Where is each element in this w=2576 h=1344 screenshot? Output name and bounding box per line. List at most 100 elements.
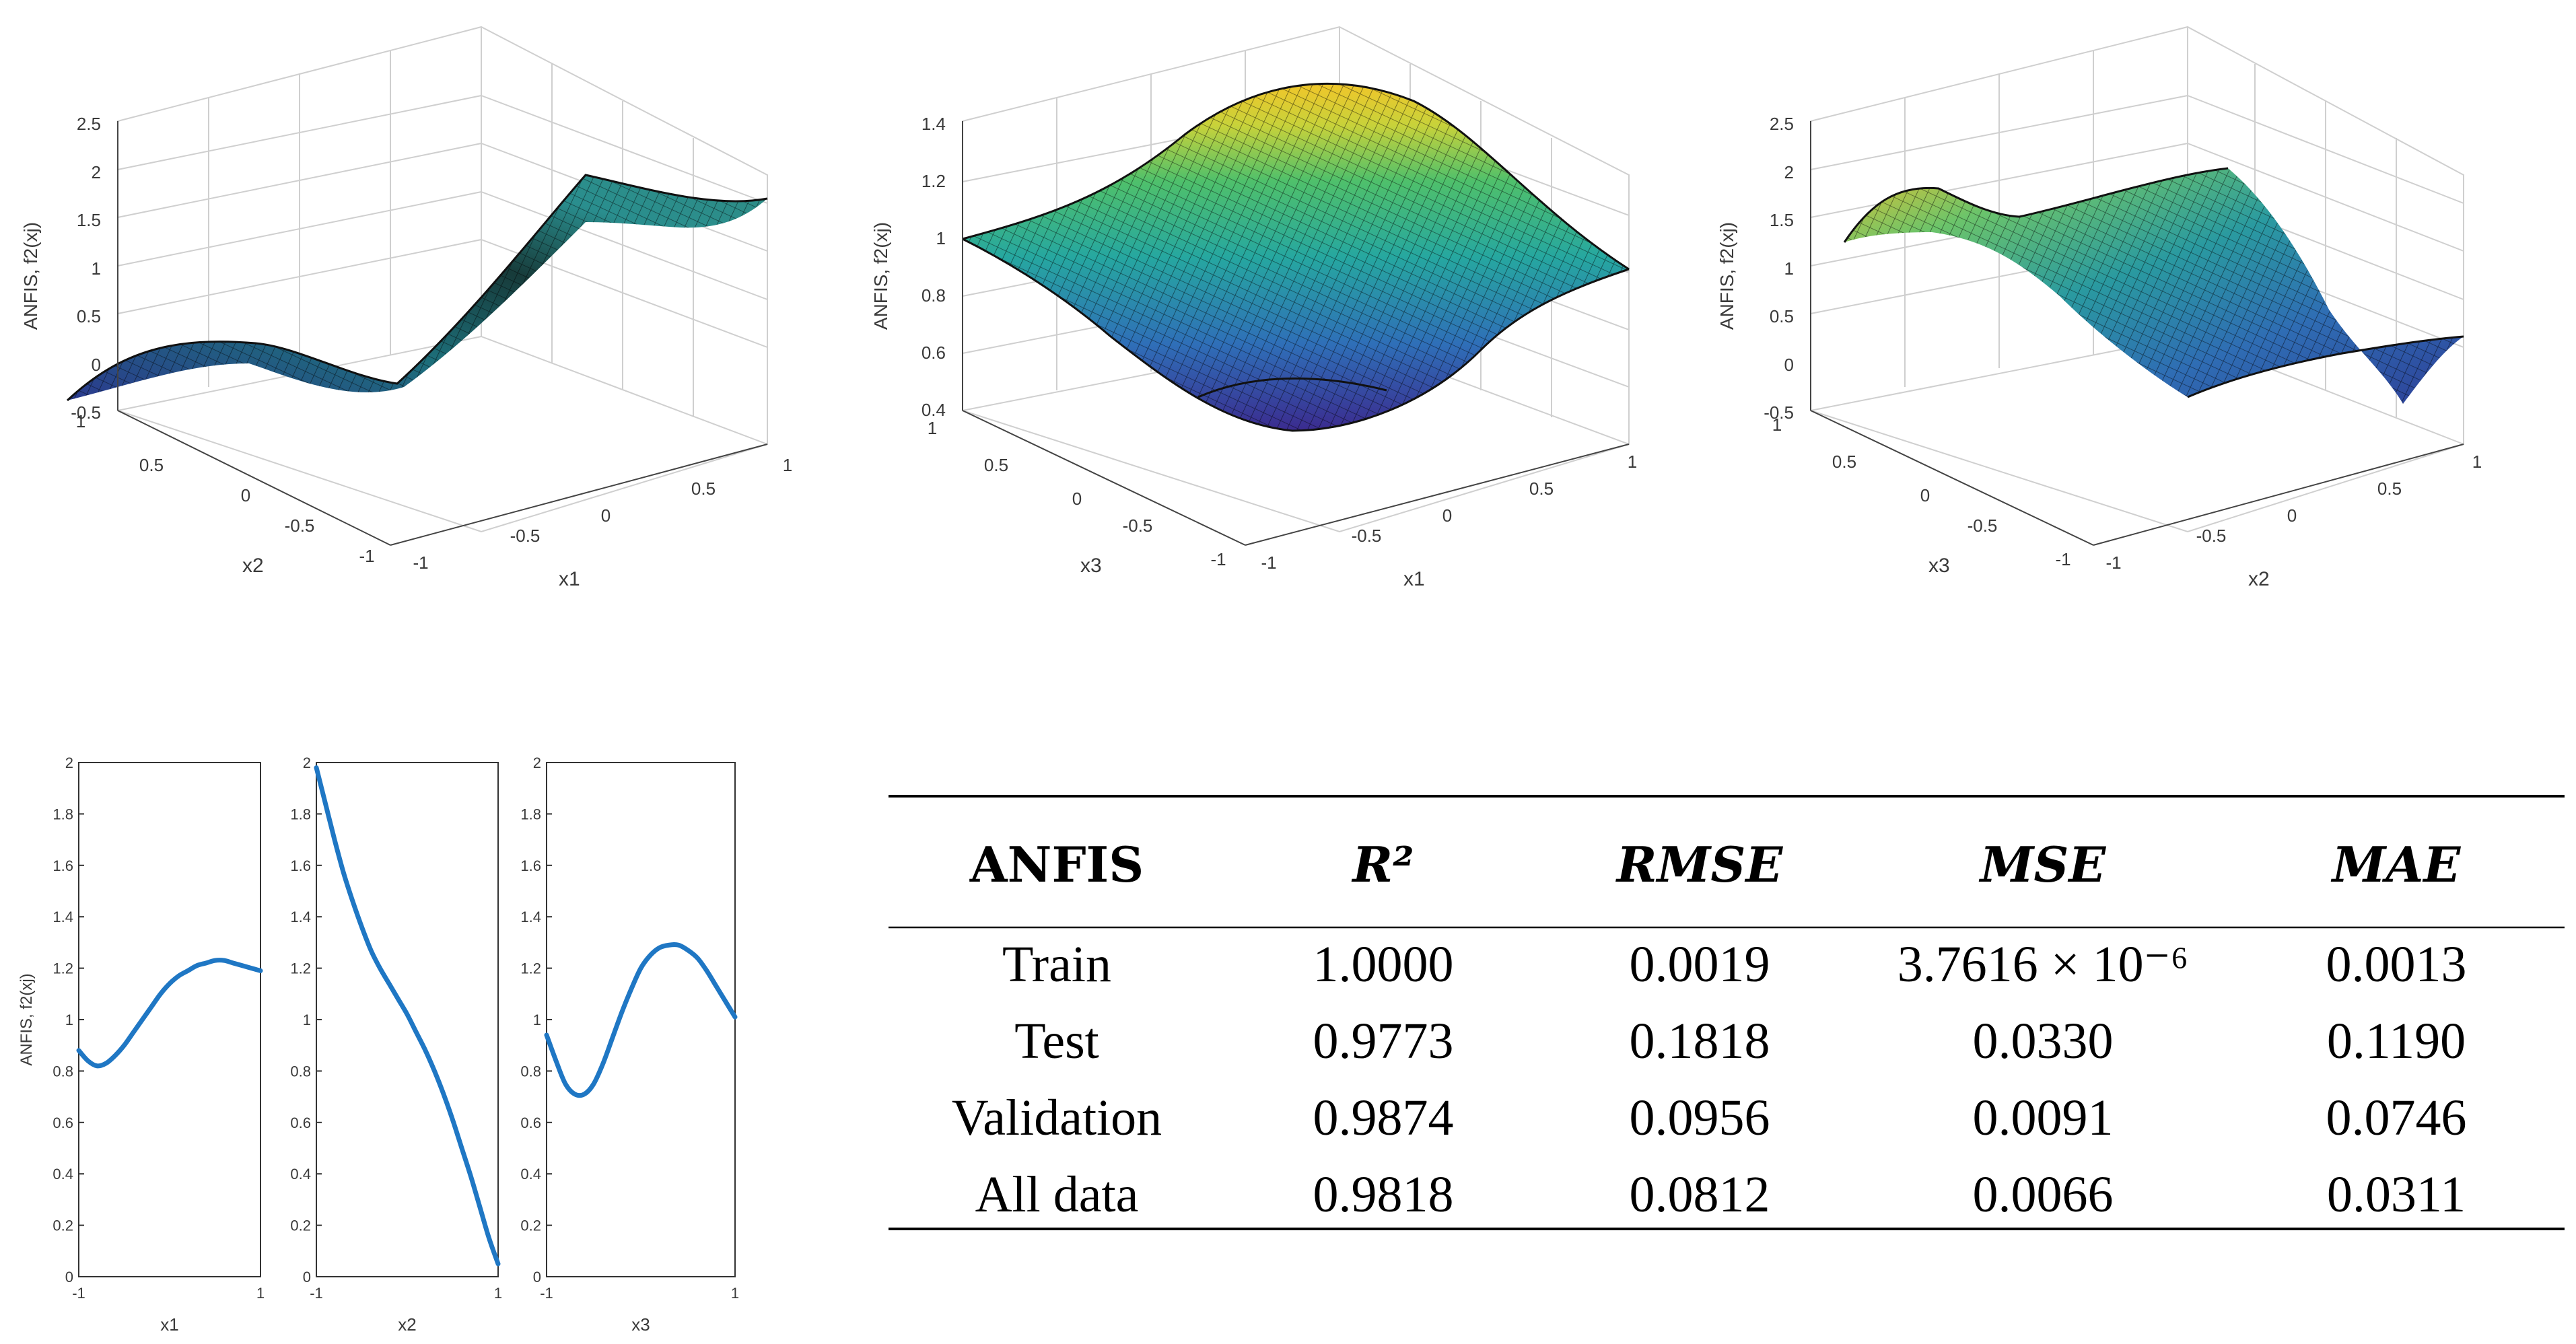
- table-cell: 0.0812: [1630, 1166, 1770, 1223]
- tick-label: 1: [92, 258, 101, 279]
- tick-label: -0.5: [71, 402, 101, 423]
- table-cell: 0.9818: [1313, 1166, 1454, 1223]
- y-tick-label: 0.2: [290, 1217, 311, 1234]
- tick-label: -1: [413, 553, 428, 573]
- y-tick-label: 0.8: [53, 1063, 73, 1080]
- table-cell: 0.0956: [1630, 1090, 1770, 1146]
- surface-3-yticks: 1 0.5 0 -0.5 -1: [1772, 415, 2071, 569]
- row-label: Train: [1002, 936, 1111, 993]
- y-tick-label: 0.8: [290, 1063, 311, 1080]
- table-cell: 0.0311: [2327, 1166, 2466, 1223]
- tick-label: 2: [92, 162, 101, 182]
- y-tick-label: 1: [65, 1012, 73, 1028]
- table-cell: 0.1190: [2327, 1013, 2466, 1069]
- tick-label: 0: [1784, 355, 1794, 375]
- tick-label: 2.5: [1770, 114, 1794, 134]
- y-tick-label: 0.8: [520, 1063, 541, 1080]
- surface-2-ylabel: x3: [1080, 555, 1102, 577]
- tick-label: 1.4: [921, 114, 946, 134]
- surface-3-zlabel: ANFIS, f2(xj): [1716, 222, 1737, 330]
- y-tick-label: 0.4: [290, 1166, 311, 1182]
- tick-label: 1: [928, 418, 937, 438]
- tick-label: 1.5: [77, 210, 101, 230]
- line-panel-x2: 0 0.2 0.4 0.6 0.8 1 1.2 1.4 1.6 1.8 2 -1 1 x2: [290, 754, 502, 1335]
- row-label: All data: [975, 1166, 1139, 1223]
- tick-label: 0.5: [2377, 479, 2402, 499]
- surface-3-zticks: 2.5 2 1.5 1 0.5 0 -0.5: [1764, 114, 1794, 423]
- table-cell: 0.0091: [1973, 1090, 2114, 1146]
- tick-label: 0: [92, 355, 101, 375]
- table-cell: 0.9874: [1313, 1090, 1454, 1146]
- row-label: Validation: [952, 1090, 1162, 1146]
- tick-label: -1: [1210, 549, 1226, 569]
- x-axis-label: x1: [160, 1314, 178, 1335]
- table-cell: 0.0330: [1973, 1013, 2114, 1069]
- y-tick-label: 1.2: [520, 960, 541, 977]
- tick-label: 1: [2472, 452, 2482, 472]
- y-tick-label: 0.2: [520, 1217, 541, 1234]
- tick-label: 1.5: [1770, 210, 1794, 230]
- tick-label: 0.5: [984, 455, 1008, 475]
- table-cell: 0.1818: [1630, 1013, 1770, 1069]
- y-tick-label: 1.2: [53, 960, 73, 977]
- surface-2-mesh: [962, 82, 1630, 432]
- y-tick-label: 0.6: [520, 1115, 541, 1131]
- plot-frame: [546, 762, 736, 1277]
- tick-label: 2: [1784, 162, 1794, 182]
- y-tick-label: 0.4: [53, 1166, 73, 1182]
- tick-label: -0.5: [1764, 402, 1794, 423]
- y-tick-label: 1.6: [53, 857, 73, 874]
- tick-label: 0.5: [139, 455, 164, 475]
- y-tick-label: 0.6: [53, 1115, 73, 1131]
- surface-1-xticks: -1 -0.5 0 0.5 1: [413, 455, 792, 573]
- x-tick-label: -1: [540, 1285, 553, 1302]
- tick-label: 0.5: [1832, 452, 1856, 472]
- surface-3-xlabel: x2: [2248, 568, 2270, 590]
- y-tick-label: 0: [303, 1269, 311, 1285]
- tick-label: 0: [601, 505, 611, 526]
- tick-label: 0: [1442, 505, 1452, 526]
- column-header: RMSE: [1615, 836, 1784, 893]
- y-tick-label: 1.4: [290, 909, 311, 925]
- tick-label: -0.5: [1352, 526, 1382, 546]
- tick-label: -1: [359, 546, 374, 566]
- y-tick-label: 1.6: [520, 857, 541, 874]
- series-line-x3: [544, 942, 738, 1098]
- y-axis-label: ANFIS, f2(xj): [18, 973, 36, 1065]
- tick-label: 0.4: [921, 400, 946, 420]
- tick-label: -0.5: [2196, 526, 2227, 546]
- line-plots: 0 0.2 0.4 0.6 0.8 1 1.2 1.4 1.6 1.8 2 -1 1 x1 ANFIS, f…: [18, 754, 739, 1335]
- y-tick-label: 1.4: [53, 909, 73, 925]
- surface-2-zlabel: ANFIS, f2(xj): [870, 222, 891, 330]
- series-line-x2: [314, 765, 501, 1267]
- surface-3-xticks: -1 -0.5 0 0.5 1: [2105, 452, 2482, 573]
- y-tick-label: 1.8: [520, 806, 541, 822]
- column-header: R²: [1351, 836, 1414, 893]
- tick-label: 0.6: [921, 343, 946, 363]
- y-tick-label: 1: [533, 1012, 541, 1028]
- tick-label: 0: [1072, 489, 1082, 509]
- y-tick-label: 1.4: [520, 909, 541, 925]
- table-cell: 3.7616 × 10⁻⁶: [1898, 936, 2188, 993]
- column-header: MSE: [1978, 836, 2107, 893]
- tick-label: -0.5: [285, 516, 315, 536]
- tick-label: 0.5: [691, 479, 716, 499]
- table-cell: 0.0746: [2326, 1090, 2467, 1146]
- surface-2-xticks: -1 -0.5 0 0.5 1: [1261, 452, 1637, 573]
- tick-label: 0.5: [1529, 479, 1554, 499]
- table-cell: 1.0000: [1313, 936, 1454, 993]
- column-header: ANFIS: [969, 836, 1144, 893]
- tick-label: 0.5: [1770, 306, 1794, 326]
- line-panel-x1: 0 0.2 0.4 0.6 0.8 1 1.2 1.4 1.6 1.8 2 -1 1 x1 ANFIS, f…: [18, 754, 265, 1335]
- surface-2-zticks: 1.4 1.2 1 0.8 0.6 0.4: [921, 114, 946, 420]
- surface-1-zticks: 2.5 2 1.5 1 0.5 0 -0.5: [71, 114, 101, 423]
- surface-3-mesh: [1843, 167, 2464, 404]
- metrics-table: ANFIS R² RMSE MSE MAE Train 1.0000 0.0019 3.7616…: [889, 795, 2565, 1230]
- tick-label: 0: [241, 485, 250, 505]
- y-tick-label: 2: [533, 754, 541, 771]
- tick-label: 1: [76, 411, 85, 431]
- x-tick-label: 1: [256, 1285, 265, 1302]
- tick-label: 2.5: [77, 114, 101, 134]
- surface-1-zlabel: ANFIS, f2(xj): [20, 222, 41, 330]
